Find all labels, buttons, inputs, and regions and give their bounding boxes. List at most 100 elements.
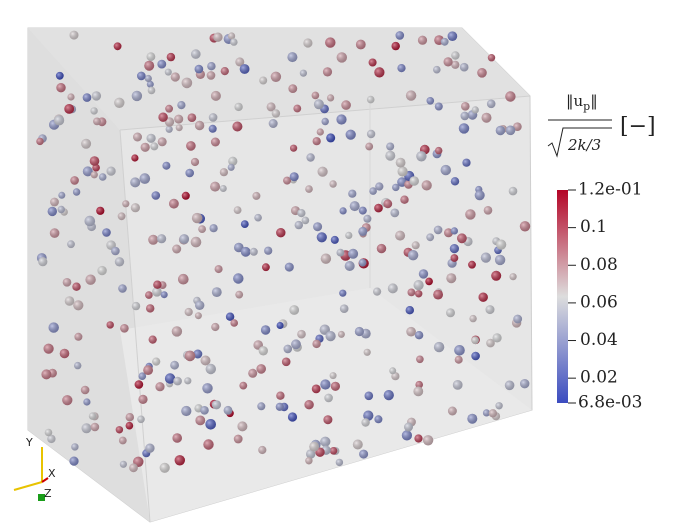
particle-shade (457, 233, 467, 244)
particle-shade (138, 372, 147, 381)
particle-shade (392, 183, 400, 192)
particle-shade (44, 428, 53, 437)
range-label: 6.8e-03 (578, 393, 642, 413)
particle-shade (59, 348, 70, 359)
particle-shade (130, 177, 141, 188)
particle-shade (446, 308, 455, 318)
particle-shade (450, 254, 459, 262)
particle-shade (97, 265, 107, 276)
particle-shade (275, 402, 284, 411)
particle-shade (303, 38, 313, 48)
particle-shade (465, 209, 476, 220)
particle-shade (91, 91, 102, 101)
particle-shade (210, 90, 221, 101)
box-floor (120, 288, 532, 522)
particle-shade (69, 30, 79, 40)
particle-shade (344, 261, 355, 271)
particle-shade (213, 32, 223, 42)
particle-shade (281, 357, 291, 367)
particle-shade (345, 231, 353, 239)
particle-shade (482, 409, 491, 417)
particle-shade (174, 114, 184, 124)
particle-shade (138, 394, 148, 404)
particle-shade (174, 455, 185, 466)
particle-shade (207, 61, 216, 71)
particle-shade (252, 191, 261, 200)
particle-shade (294, 220, 303, 230)
particle-shade (47, 434, 56, 444)
particle-shade (459, 62, 469, 72)
particle-shade (297, 329, 306, 339)
particle-shade (311, 384, 321, 394)
particle-shade (69, 456, 79, 466)
particle-shade (462, 158, 471, 167)
particle-shade (145, 291, 153, 299)
particle-shade (119, 460, 127, 468)
particle-shade (320, 379, 331, 390)
particle-shade (345, 129, 356, 140)
particle-shade (376, 243, 387, 254)
particle-shade (146, 304, 155, 313)
particle-shade (283, 176, 292, 185)
particle-shade (329, 180, 337, 188)
particle-shade (358, 206, 367, 215)
particle-shade (181, 191, 190, 200)
particle-shade (264, 246, 273, 255)
particle-shade (329, 372, 337, 380)
particle-shade (74, 361, 82, 370)
particle-shade (276, 322, 284, 329)
particle-shade (57, 205, 65, 214)
title-numerator: ‖up‖ (566, 92, 598, 113)
particle-shade (120, 324, 129, 333)
particle-shade (413, 280, 424, 291)
particle-shade (401, 430, 412, 441)
particle-shade (143, 365, 154, 375)
particle-shade (140, 142, 150, 152)
particle-shade (422, 435, 434, 446)
tick-label: 0.02 (580, 368, 618, 388)
axis-label-y: Y (25, 436, 33, 449)
particle-shade (230, 38, 238, 46)
particle-shade (134, 380, 144, 389)
particle-shade (505, 91, 516, 102)
particle-shade (361, 418, 370, 427)
particle-shade (93, 117, 101, 126)
particle-shade (262, 263, 270, 272)
particle-shade (451, 51, 460, 60)
particle-shade (481, 112, 492, 123)
particle-shade (160, 291, 168, 299)
particle-shade (288, 84, 298, 93)
numerator-end: ‖ (590, 92, 598, 110)
particle-shade (266, 102, 276, 112)
particle-shade (223, 405, 233, 415)
particle-shade (233, 434, 243, 444)
particle-shade (478, 292, 488, 302)
particle-shade (214, 265, 223, 274)
particle-shade (55, 71, 64, 80)
particle-shade (336, 114, 347, 125)
particle-shade (405, 306, 414, 315)
particle-shade (47, 206, 57, 217)
particle-shade (485, 305, 495, 315)
particle-shade (72, 188, 81, 196)
particle-shade (416, 355, 424, 364)
particle-shade (452, 380, 463, 390)
particle-shade (152, 287, 162, 297)
particle-shade (404, 422, 413, 432)
particle-shade (219, 168, 228, 177)
particle-shade (225, 312, 235, 321)
particle-shade (495, 402, 503, 410)
particle-shade (316, 128, 324, 136)
tick-label: 0.06 (580, 292, 618, 312)
particle-shade (200, 406, 209, 415)
particle-shade (85, 274, 96, 285)
particle-shade (58, 191, 66, 199)
particle-shade (446, 273, 457, 284)
particle-shade (383, 390, 394, 401)
colorbar (557, 190, 568, 403)
particle-shade (111, 246, 120, 256)
particle-shade (417, 35, 428, 45)
particle-shade (191, 49, 201, 59)
particle-shade (444, 228, 453, 238)
particle-shade (70, 176, 79, 185)
